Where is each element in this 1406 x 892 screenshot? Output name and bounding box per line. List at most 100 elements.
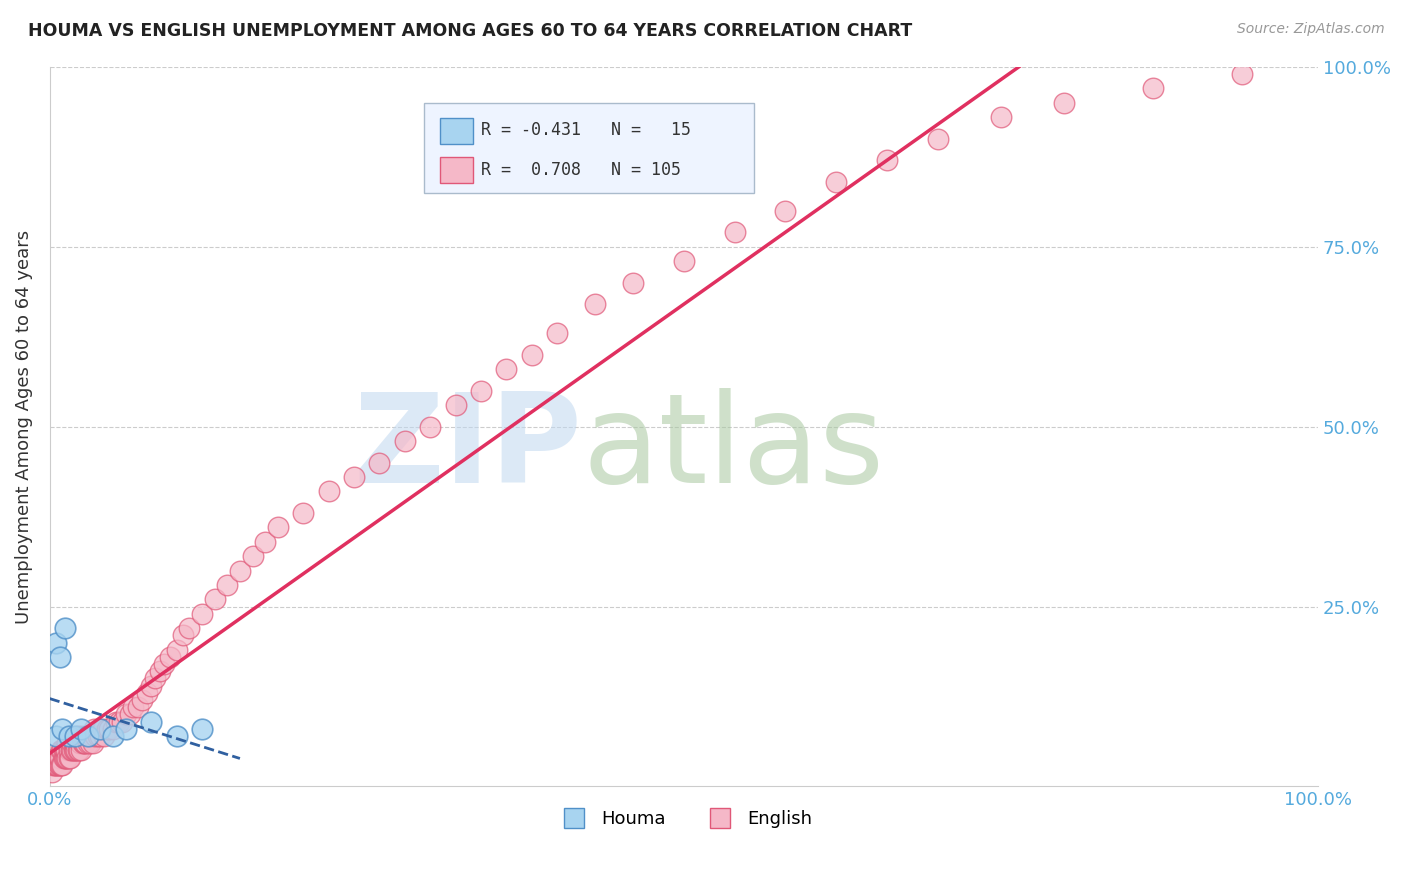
Point: [45, 750, 67, 764]
Point: [672, 254, 695, 268]
Point: [159, 649, 181, 664]
Point: [49, 743, 72, 757]
Point: [621, 276, 644, 290]
Point: [66, 743, 89, 757]
Point: [318, 484, 340, 499]
Text: ZIP: ZIP: [354, 388, 582, 508]
Point: [69, 736, 91, 750]
Point: [1230, 67, 1253, 81]
Point: [136, 686, 159, 700]
Point: [520, 347, 543, 361]
Point: [51, 743, 73, 757]
Point: [76, 729, 98, 743]
Point: [83, 722, 105, 736]
Point: [775, 203, 797, 218]
Point: [58, 743, 80, 757]
Text: R = -0.431   N =   15: R = -0.431 N = 15: [481, 121, 690, 139]
Point: [127, 700, 149, 714]
Point: [51, 722, 73, 736]
Point: [53, 750, 76, 764]
Point: [583, 297, 606, 311]
Point: [52, 750, 75, 764]
Point: [217, 578, 239, 592]
Point: [179, 621, 201, 635]
Point: [84, 729, 107, 743]
Point: [49, 750, 72, 764]
Y-axis label: Unemployment Among Ages 60 to 64 years: Unemployment Among Ages 60 to 64 years: [15, 229, 32, 624]
Point: [927, 131, 949, 145]
Point: [80, 729, 103, 743]
Point: [254, 534, 277, 549]
Point: [48, 750, 70, 764]
Point: [172, 628, 194, 642]
FancyBboxPatch shape: [423, 103, 754, 193]
Point: [55, 750, 77, 764]
Point: [53, 621, 76, 635]
Point: [58, 750, 80, 764]
Point: [394, 434, 416, 448]
Point: [75, 729, 97, 743]
Point: [229, 564, 252, 578]
Point: [49, 757, 72, 772]
Point: [444, 398, 467, 412]
Point: [66, 729, 89, 743]
FancyBboxPatch shape: [440, 118, 474, 144]
Point: [98, 722, 121, 736]
Point: [62, 743, 84, 757]
Point: [546, 326, 568, 340]
Point: [62, 736, 84, 750]
Point: [73, 736, 96, 750]
Point: [1142, 81, 1164, 95]
Text: HOUMA VS ENGLISH UNEMPLOYMENT AMONG AGES 60 TO 64 YEARS CORRELATION CHART: HOUMA VS ENGLISH UNEMPLOYMENT AMONG AGES…: [28, 22, 912, 40]
Point: [72, 736, 94, 750]
Point: [45, 757, 67, 772]
Point: [139, 679, 162, 693]
Point: [53, 743, 76, 757]
Point: [143, 672, 166, 686]
Point: [825, 175, 848, 189]
Point: [56, 736, 79, 750]
Point: [63, 729, 86, 743]
Point: [63, 743, 86, 757]
Point: [368, 456, 391, 470]
Point: [70, 729, 93, 743]
Point: [114, 707, 136, 722]
Point: [1053, 95, 1076, 110]
Point: [990, 110, 1012, 124]
Point: [46, 757, 69, 772]
Point: [91, 722, 114, 736]
Point: [58, 729, 80, 743]
Point: [267, 520, 290, 534]
Point: [166, 642, 188, 657]
Point: [62, 736, 84, 750]
Point: [49, 649, 72, 664]
Point: [111, 714, 134, 729]
Point: [242, 549, 264, 563]
Point: [118, 707, 141, 722]
Point: [63, 736, 86, 750]
Point: [87, 729, 110, 743]
Point: [52, 743, 75, 757]
Point: [75, 736, 97, 750]
Point: [70, 743, 93, 757]
Point: [67, 743, 90, 757]
Point: [149, 665, 172, 679]
Point: [89, 729, 111, 743]
Point: [59, 736, 82, 750]
FancyBboxPatch shape: [440, 157, 474, 183]
Point: [495, 362, 517, 376]
Point: [876, 153, 898, 168]
Point: [153, 657, 176, 672]
Text: R =  0.708   N = 105: R = 0.708 N = 105: [481, 161, 681, 178]
Point: [89, 722, 111, 736]
Point: [45, 729, 67, 743]
Point: [204, 592, 226, 607]
Point: [76, 729, 98, 743]
Point: [76, 736, 98, 750]
Point: [724, 225, 747, 239]
Point: [114, 722, 136, 736]
Point: [60, 743, 83, 757]
Point: [419, 419, 441, 434]
Point: [49, 757, 72, 772]
Point: [59, 750, 82, 764]
